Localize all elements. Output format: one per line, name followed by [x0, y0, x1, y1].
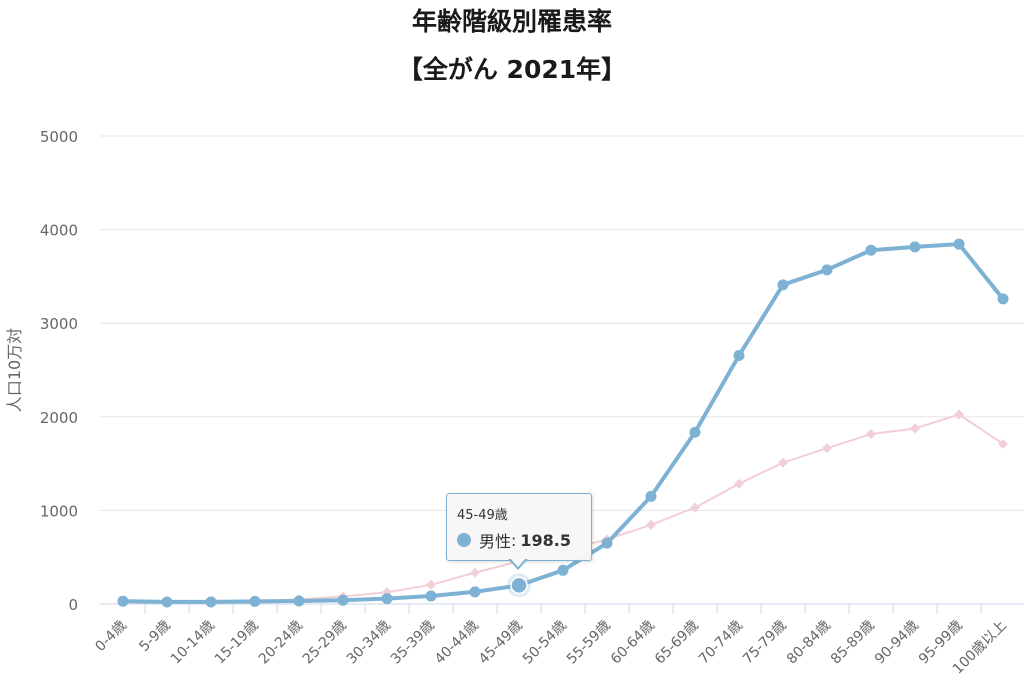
data-point — [865, 244, 877, 256]
x-tick-label: 35-39歳 — [388, 618, 438, 668]
data-point — [821, 264, 833, 276]
data-point — [469, 586, 481, 598]
x-tick-label: 30-34歳 — [344, 618, 394, 668]
y-tick-label: 5000 — [40, 128, 78, 146]
y-axis-label: 人口10万対 — [5, 328, 24, 412]
x-tick-label: 80-84歳 — [784, 618, 834, 668]
data-point-diamond — [954, 409, 964, 420]
data-point — [689, 426, 701, 438]
data-point-diamond — [866, 429, 876, 440]
tooltip: 45-49歳 男性: 198.5 — [446, 493, 592, 561]
data-point — [909, 241, 921, 253]
data-point-diamond — [998, 438, 1008, 449]
data-point-diamond — [690, 502, 700, 513]
data-point — [161, 596, 173, 608]
data-point-diamond — [910, 423, 920, 434]
data-point-diamond — [470, 567, 480, 578]
chart-title: 年齢階級別罹患率 — [411, 7, 612, 36]
data-point — [337, 594, 349, 606]
x-tick-label: 5-9歳 — [136, 618, 173, 655]
data-point — [645, 490, 657, 502]
y-tick-label: 2000 — [40, 409, 78, 427]
x-tick-label: 50-54歳 — [520, 618, 570, 668]
tooltip-separator: : — [511, 530, 517, 550]
x-tick-label: 70-74歳 — [696, 618, 746, 668]
data-point — [205, 596, 217, 608]
tooltip-row: 男性: 198.5 — [457, 528, 581, 552]
x-tick-label: 25-29歳 — [300, 618, 350, 668]
tooltip-series-name: 男性 — [479, 532, 512, 551]
x-tick-label: 65-69歳 — [652, 618, 702, 668]
data-point — [425, 590, 437, 602]
tooltip-arrow-fill — [510, 558, 526, 567]
data-point — [557, 564, 569, 576]
data-point — [733, 349, 745, 361]
data-point — [293, 595, 305, 607]
x-tick-label: 20-24歳 — [256, 618, 306, 668]
y-tick-label: 4000 — [40, 222, 78, 240]
x-tick-label: 75-79歳 — [740, 618, 790, 668]
data-point-diamond — [646, 519, 656, 530]
x-tick-label: 10-14歳 — [168, 618, 218, 668]
data-point — [777, 279, 789, 291]
data-point — [997, 293, 1009, 305]
x-tick-label: 90-94歳 — [872, 618, 922, 668]
data-point — [381, 593, 393, 605]
data-point-diamond — [426, 579, 436, 590]
data-point — [953, 238, 965, 250]
y-tick-label: 3000 — [40, 315, 78, 333]
tooltip-value: 198.5 — [520, 530, 572, 550]
x-tick-label: 55-59歳 — [564, 618, 614, 668]
data-point-diamond — [778, 457, 788, 468]
x-tick-label: 40-44歳 — [432, 618, 482, 668]
y-tick-label: 0 — [68, 596, 78, 614]
x-tick-label: 15-19歳 — [212, 618, 262, 668]
chart-subtitle: 【全がん 2021年】 — [397, 55, 627, 84]
tooltip-category: 45-49歳 — [457, 508, 508, 523]
x-tick-label: 85-89歳 — [828, 618, 878, 668]
x-tick-label: 60-64歳 — [608, 618, 658, 668]
y-tick-label: 1000 — [40, 502, 78, 520]
data-point — [601, 537, 613, 549]
data-point — [249, 595, 261, 607]
data-point-highlighted — [510, 576, 528, 595]
data-point — [117, 595, 129, 607]
data-point-diamond — [734, 478, 744, 489]
x-tick-label: 45-49歳 — [476, 618, 526, 668]
x-tick-label: 0-4歳 — [92, 618, 129, 655]
tooltip-series-marker — [457, 533, 471, 547]
data-point-diamond — [822, 443, 832, 454]
